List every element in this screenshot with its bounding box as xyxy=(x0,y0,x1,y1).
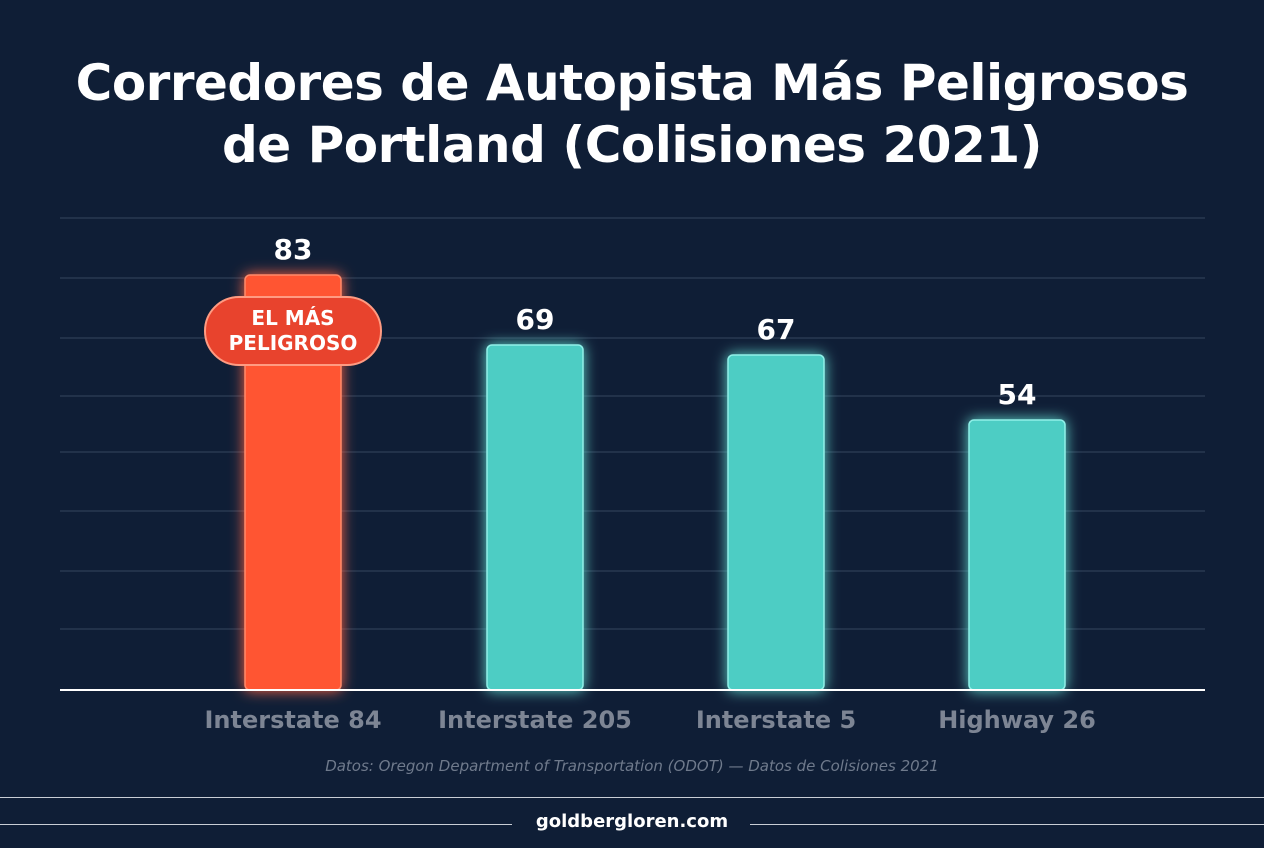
data-label: 67 xyxy=(757,313,796,346)
data-label: 83 xyxy=(274,233,313,266)
highlight-badge-text: PELIGROSO xyxy=(229,331,358,355)
footer-website: goldbergloren.com xyxy=(535,811,729,832)
bar-interstate-5 xyxy=(727,354,825,691)
footer-divider-left xyxy=(0,824,512,825)
data-label: 54 xyxy=(998,378,1037,411)
category-label: Interstate 84 xyxy=(204,706,381,734)
highlight-badge xyxy=(204,296,382,366)
chart-title-line-2: de Portland (Colisiones 2021) xyxy=(222,116,1042,174)
highlight-badge-text: EL MÁS xyxy=(251,306,334,330)
footer-divider-top xyxy=(0,797,1264,798)
category-label: Highway 26 xyxy=(938,706,1096,734)
chart-title-line-1: Corredores de Autopista Más Peligrosos xyxy=(75,54,1189,112)
bar-interstate-205 xyxy=(486,344,584,691)
bar-chart: 83 Interstate 84 69 Interstate 205 67 Interst… xyxy=(60,217,1205,734)
data-source-note: Datos: Oregon Department of Transportati… xyxy=(325,757,939,775)
category-label: Interstate 205 xyxy=(438,706,632,734)
data-label: 69 xyxy=(516,303,555,336)
chart-title: Corredores de Autopista Más Peligrosos d… xyxy=(0,52,1264,176)
bar-highway-26 xyxy=(968,419,1066,691)
category-label: Interstate 5 xyxy=(696,706,856,734)
footer-divider-right xyxy=(750,824,1264,825)
